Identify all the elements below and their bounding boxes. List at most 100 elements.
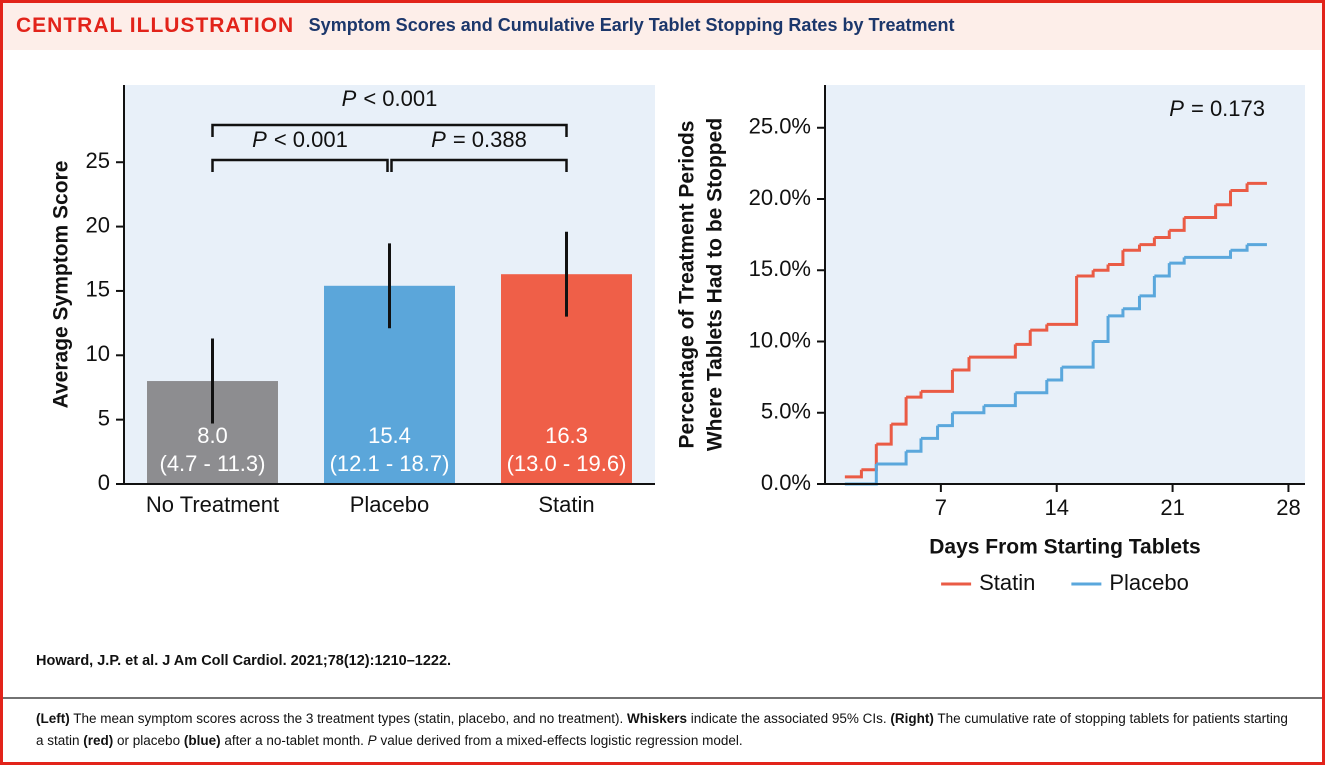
step-segment [969, 344, 1017, 359]
step-segment [876, 424, 893, 446]
significance-bracket [211, 123, 568, 137]
p-symbol: P [1169, 96, 1184, 121]
caption-run: (Right) [890, 711, 934, 726]
caption-run: indicate the associated 95% CIs. [687, 711, 891, 726]
significance-bracket [390, 158, 568, 172]
step-segment [1154, 263, 1171, 278]
p-value: < 0.001 [363, 86, 437, 111]
y-tick-label: 0.0% [761, 470, 811, 495]
caption-run: (blue) [183, 733, 221, 748]
y-tick-label: 20.0% [749, 185, 811, 210]
x-tick-label: 7 [935, 495, 947, 520]
step-segment [1093, 315, 1110, 343]
x-tick-label: 21 [1160, 495, 1184, 520]
y-tick-label: 25.0% [749, 114, 811, 139]
y-tick-label: 5.0% [761, 399, 811, 424]
step-segment [1122, 244, 1141, 252]
caption-run: P [367, 733, 377, 748]
y-tick-label: 10 [86, 341, 110, 366]
step-segment [1122, 295, 1141, 311]
x-tick-label: 28 [1276, 495, 1300, 520]
step-segment [906, 391, 923, 399]
p-value: = 0.173 [1191, 96, 1265, 121]
caption-run: Whiskers [627, 711, 688, 726]
ci-label: (13.0 - 19.6) [507, 451, 627, 476]
y-tick-label: 10.0% [749, 327, 811, 352]
step-segment [1169, 217, 1186, 232]
ci-label: (4.7 - 11.3) [160, 451, 266, 476]
step-segment [891, 397, 908, 426]
step-segment [1154, 230, 1171, 239]
step-segment [876, 451, 908, 466]
x-tick-label: Placebo [350, 492, 430, 517]
step-segment [906, 438, 923, 453]
legend-label: Statin [979, 570, 1035, 595]
header-label: CENTRAL ILLUSTRATION [16, 14, 294, 37]
step-segment [952, 405, 986, 415]
p-symbol: P [252, 127, 267, 152]
charts: 8.0 (4.7 - 11.3) No Treatment 15.4 (12.1 - 1… [50, 85, 1305, 595]
y-tick-label: 25 [86, 148, 110, 173]
caption-run: after a no-tablet month. [220, 733, 368, 748]
x-tick-label: No Treatment [146, 492, 279, 517]
step-segment [1139, 275, 1156, 298]
caption-run: The cumulative rate of stopping tablets … [36, 711, 1288, 748]
step-segment [937, 412, 954, 428]
y-tick-label: 20 [86, 212, 110, 237]
p-value: < 0.001 [274, 127, 348, 152]
y-tick-label: 15 [86, 277, 110, 302]
y-axis-label: Average Symptom Score [50, 161, 73, 409]
p-symbol: P [431, 127, 446, 152]
step-segment [1169, 257, 1186, 265]
step-segment [1015, 379, 1049, 395]
step-segment [1184, 204, 1218, 220]
step-segment [1076, 270, 1095, 278]
step-segment [1230, 244, 1249, 252]
p-symbol: P [342, 86, 357, 111]
p-value: = 0.388 [453, 127, 527, 152]
step-segment [1184, 250, 1233, 259]
significance-bracket [211, 158, 389, 172]
caption-run: The mean symptom scores across the 3 tre… [69, 711, 628, 726]
caption-run: (red) [83, 733, 114, 748]
x-tick-label: Statin [538, 492, 594, 517]
significance-label: P < 0.001 [252, 127, 348, 152]
x-tick-label: 14 [1044, 495, 1068, 520]
value-label: 8.0 [197, 423, 228, 448]
header: CENTRAL ILLUSTRATION Symptom Scores and … [16, 14, 955, 37]
caption: (Left) The mean symptom scores across th… [36, 708, 1298, 752]
significance-label: P < 0.001 [342, 86, 438, 111]
step-segment [1215, 190, 1233, 207]
x-axis-label: Days From Starting Tablets [929, 536, 1201, 559]
step-segment [1108, 308, 1125, 318]
step-segment [921, 370, 954, 393]
y-tick-label: 15.0% [749, 256, 811, 281]
step-segment [1046, 367, 1064, 382]
value-label: 16.3 [545, 423, 588, 448]
ci-label: (12.1 - 18.7) [330, 451, 450, 476]
step-segment [844, 469, 863, 479]
citation: Howard, J.P. et al. J Am Coll Cardiol. 2… [36, 653, 451, 669]
y-tick-label: 0 [98, 470, 110, 495]
step-segment [1139, 237, 1156, 247]
significance-label: P = 0.388 [431, 127, 527, 152]
step-segment [1093, 264, 1110, 272]
y-axis-label: Percentage of Treatment Periods [676, 121, 699, 449]
step-segment [1061, 341, 1095, 369]
legend-label: Placebo [1109, 570, 1189, 595]
caption-run: (Left) [36, 711, 70, 726]
caption-run: or placebo [113, 733, 184, 748]
value-label: 15.4 [368, 423, 411, 448]
step-segment [983, 392, 1017, 408]
step-segment [1108, 250, 1125, 267]
step-segment [1030, 324, 1049, 332]
step-segment [1046, 275, 1079, 326]
caption-run: value derived from a mixed-effects logis… [376, 733, 743, 748]
step-segment [921, 425, 940, 440]
step-segment [1015, 330, 1032, 346]
step-segment [952, 357, 971, 372]
y-axis-label: Where Tablets Had to be Stopped [704, 118, 727, 451]
